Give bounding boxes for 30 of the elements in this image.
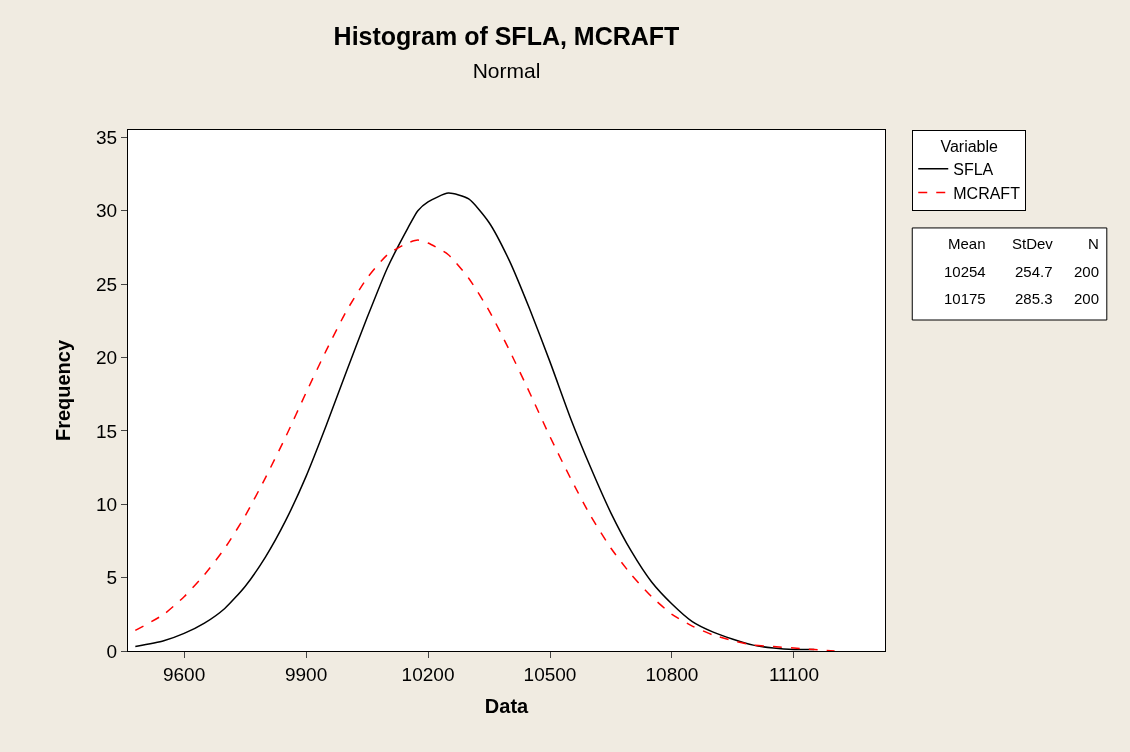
y-axis-title: Frequency xyxy=(51,339,74,442)
text: 10175 xyxy=(944,290,986,307)
x-tick-label: 11100 xyxy=(768,663,819,685)
y-tick-label: 35 xyxy=(96,126,118,148)
x-tick-label: 9600 xyxy=(162,663,206,685)
x-tick-label: 10800 xyxy=(645,663,699,685)
text: 254.7 xyxy=(1015,263,1053,280)
text: 10254 xyxy=(944,263,986,280)
y-tick-label: 10 xyxy=(96,493,118,515)
chart-title: Histogram of SFLA, MCRAFT xyxy=(333,22,680,51)
y-tick-label: 30 xyxy=(96,200,118,222)
text: 285.3 xyxy=(1015,290,1053,307)
legend-label: MCRAFT xyxy=(953,184,1021,202)
y-tick-label: 5 xyxy=(106,567,118,589)
text: StDev xyxy=(1012,235,1054,252)
y-tick-label: 25 xyxy=(96,273,118,295)
x-axis-title: Data xyxy=(484,695,530,718)
y-tick-label: 0 xyxy=(106,640,118,662)
legend-title: Variable xyxy=(940,137,999,155)
y-tick-label: 15 xyxy=(96,420,118,442)
x-tick-label: 9900 xyxy=(284,663,328,685)
text: 200 xyxy=(1074,290,1100,307)
chart-subtitle: Normal xyxy=(472,58,541,82)
legend-label: SFLA xyxy=(953,160,994,178)
x-tick-label: 10200 xyxy=(401,663,455,685)
y-tick-label: 20 xyxy=(96,347,118,369)
text: 200 xyxy=(1074,263,1100,280)
text: Mean xyxy=(948,235,986,252)
x-tick-label: 10500 xyxy=(523,663,577,685)
text: N xyxy=(1088,235,1099,252)
